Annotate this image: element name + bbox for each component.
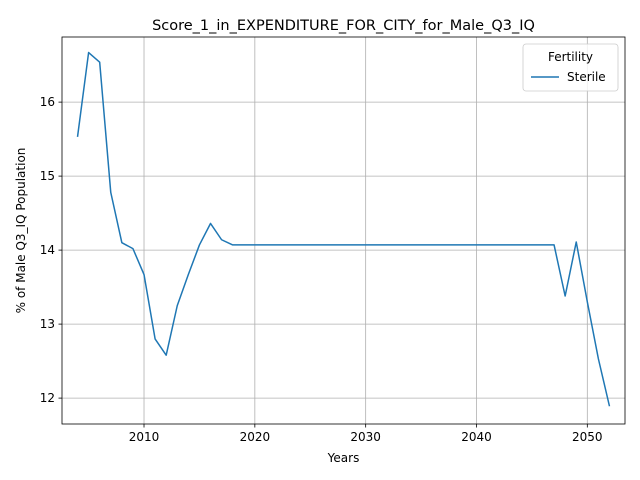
y-tick-label: 16	[40, 95, 55, 109]
x-tick-label: 2050	[572, 430, 603, 444]
x-tick-label: 2030	[350, 430, 381, 444]
series-layer	[76, 51, 611, 407]
y-tick-label: 12	[40, 391, 55, 405]
x-tick-label: 2010	[129, 430, 160, 444]
x-tick-label: 2040	[461, 430, 492, 444]
y-tick-label: 13	[40, 317, 55, 331]
chart-title: Score_1_in_EXPENDITURE_FOR_CITY_for_Male…	[152, 18, 535, 34]
series-line-sterile	[76, 51, 611, 407]
legend-title: Fertility	[548, 50, 593, 64]
legend-entry-label: Sterile	[567, 70, 606, 84]
y-axis-ticks: 12 13 14 15 16	[40, 95, 62, 405]
x-axis-ticks: 2010 2020 2030 2040 2050	[129, 424, 603, 444]
y-axis-label: % of Male Q3_IQ Population	[14, 148, 28, 314]
grid	[62, 37, 625, 424]
y-tick-label: 15	[40, 169, 55, 183]
legend: Fertility Sterile	[522, 43, 619, 92]
legend-box	[522, 43, 619, 92]
axes-frame	[61, 36, 626, 425]
x-tick-label: 2020	[240, 430, 271, 444]
x-axis-label: Years	[327, 451, 360, 465]
plot-area	[62, 37, 625, 424]
y-tick-label: 14	[40, 243, 55, 257]
